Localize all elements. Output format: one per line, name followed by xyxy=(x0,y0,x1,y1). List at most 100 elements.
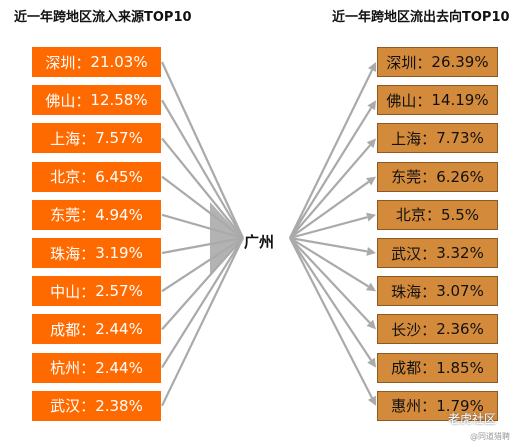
separator: ： xyxy=(75,91,91,110)
outflow-line xyxy=(289,236,368,253)
separator: ： xyxy=(416,91,432,110)
inflow-city: 珠海 xyxy=(50,244,81,263)
outflow-item: 佛山： 14.19% xyxy=(377,85,498,116)
separator: ： xyxy=(80,206,96,225)
outflow-item: 长沙： 2.36% xyxy=(377,314,498,345)
outflow-city: 北京 xyxy=(395,206,426,225)
outflow-city: 惠州 xyxy=(391,397,422,416)
outflow-item: 上海： 7.73% xyxy=(377,123,498,154)
separator: ： xyxy=(421,129,437,148)
watermark-subtext: @同道猎聘 xyxy=(470,432,510,441)
inflow-line xyxy=(161,137,244,239)
inflow-item: 东莞： 4.94% xyxy=(32,199,161,230)
outflow-item: 东莞： 6.26% xyxy=(377,161,498,192)
separator: ： xyxy=(421,168,437,187)
separator: ： xyxy=(421,359,437,378)
outflow-city: 深圳 xyxy=(386,53,417,72)
inflow-item: 深圳： 21.03% xyxy=(32,47,161,77)
inflow-item: 佛山： 12.58% xyxy=(32,85,161,116)
outflow-arrowhead xyxy=(365,282,376,292)
outflow-value: 14.19% xyxy=(431,91,489,110)
inflow-value: 2.44% xyxy=(95,358,143,377)
outflow-value: 3.07% xyxy=(436,282,484,301)
inflow-line xyxy=(161,236,244,255)
outflow-item: 武汉： 3.32% xyxy=(377,238,498,268)
outflow-value: 7.73% xyxy=(436,129,484,148)
inflow-item: 成都： 2.44% xyxy=(32,314,161,345)
outflow-line xyxy=(289,216,368,240)
separator: ： xyxy=(421,244,437,263)
separator: ： xyxy=(80,129,96,148)
inflow-city: 成都 xyxy=(50,320,81,339)
inflow-city: 东莞 xyxy=(50,206,81,225)
inflow-city: 上海 xyxy=(50,129,81,148)
separator: ： xyxy=(80,359,96,378)
inflow-line xyxy=(161,237,244,293)
outflow-line xyxy=(289,69,374,239)
outflow-arrowhead xyxy=(367,357,376,368)
outflow-value: 3.32% xyxy=(436,244,484,262)
inflow-item: 杭州： 2.44% xyxy=(32,352,161,383)
outflow-city: 长沙 xyxy=(391,320,422,339)
inflow-city: 北京 xyxy=(50,168,81,187)
watermark-text: 老虎社区 xyxy=(448,412,497,426)
separator: ： xyxy=(421,320,437,339)
outflow-city: 佛山 xyxy=(386,91,417,110)
outflow-value: 26.39% xyxy=(431,53,489,71)
separator: ： xyxy=(416,53,432,72)
outflow-line xyxy=(289,237,369,288)
separator: ： xyxy=(421,282,437,301)
outflow-value: 1.85% xyxy=(436,358,484,377)
separator: ： xyxy=(75,53,91,72)
outflow-line xyxy=(289,180,370,239)
outflow-arrowhead xyxy=(367,395,376,406)
outflow-arrowhead xyxy=(366,247,376,256)
outflow-line xyxy=(289,237,371,324)
inflow-value: 7.57% xyxy=(95,129,143,148)
inflow-value: 4.94% xyxy=(95,205,143,224)
inflow-line xyxy=(161,99,244,239)
inflow-city: 佛山 xyxy=(45,91,76,110)
outflow-city: 成都 xyxy=(391,359,422,378)
inflow-line xyxy=(161,237,244,369)
inflow-city: 杭州 xyxy=(50,359,81,378)
inflow-item: 中山： 2.57% xyxy=(32,276,161,307)
outflow-item: 北京： 5.5% xyxy=(377,199,498,230)
inflow-line xyxy=(161,175,244,239)
inflow-value: 3.19% xyxy=(95,244,143,262)
inflow-item: 珠海： 3.19% xyxy=(32,238,161,268)
outflow-arrowhead xyxy=(366,138,376,149)
inflow-city: 中山 xyxy=(50,282,81,301)
inflow-value: 2.44% xyxy=(95,320,143,339)
inflow-city: 深圳 xyxy=(45,53,76,72)
outflow-city: 上海 xyxy=(391,129,422,148)
center-city-label: 广州 xyxy=(244,233,275,251)
outflow-value: 2.36% xyxy=(436,320,484,339)
outflow-value: 5.5% xyxy=(440,205,480,224)
outflow-city: 武汉 xyxy=(391,244,422,263)
separator: ： xyxy=(425,206,441,225)
outflow-arrowhead xyxy=(366,212,376,222)
outflow-city: 东莞 xyxy=(391,168,422,187)
separator: ： xyxy=(80,320,96,339)
outflow-arrowhead xyxy=(366,176,376,186)
inflow-title: 近一年跨地区流入来源TOP10 xyxy=(14,10,192,25)
inflow-line xyxy=(161,237,244,331)
inflow-value: 6.45% xyxy=(95,167,143,186)
separator: ： xyxy=(421,397,437,416)
outflow-value: 1.79% xyxy=(436,396,484,415)
outflow-city: 珠海 xyxy=(391,282,422,301)
separator: ： xyxy=(80,244,96,263)
outflow-item: 深圳： 26.39% xyxy=(377,47,498,77)
outflow-line xyxy=(289,144,371,239)
inflow-value: 2.38% xyxy=(95,396,143,415)
outflow-arrowhead xyxy=(368,62,377,73)
inflow-item: 上海： 7.57% xyxy=(32,123,161,154)
inflow-line xyxy=(161,237,244,407)
outflow-value: 6.26% xyxy=(436,167,484,186)
outflow-line xyxy=(289,237,372,361)
separator: ： xyxy=(80,397,96,416)
outflow-item: 惠州： 1.79% xyxy=(377,390,498,421)
inflow-item: 北京： 6.45% xyxy=(32,161,161,192)
